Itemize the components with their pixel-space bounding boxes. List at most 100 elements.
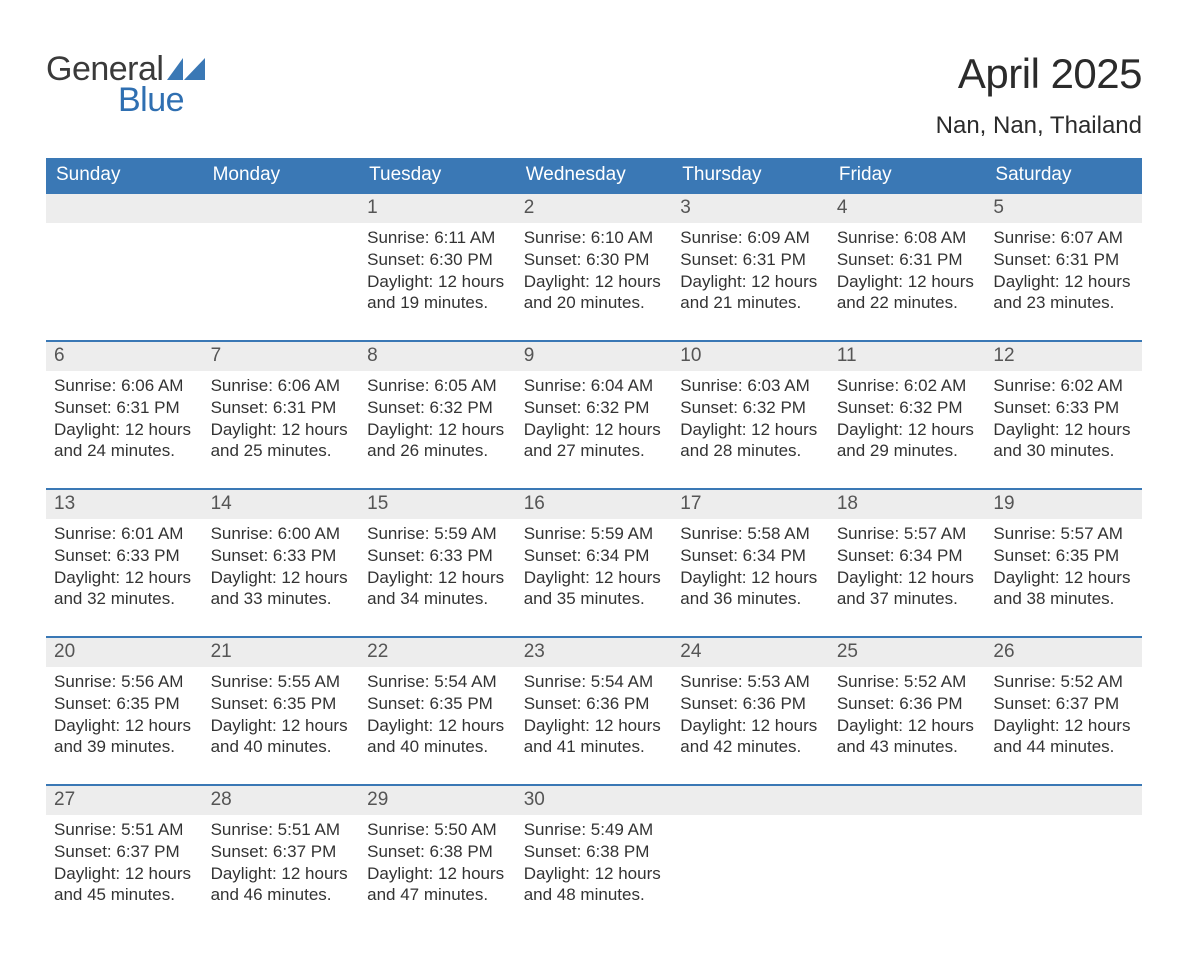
month-title: April 2025 (936, 50, 1142, 98)
daylight-text: Daylight: 12 hours (993, 567, 1134, 589)
page: General Blue April 2025 Nan, Nan, Thaila… (0, 0, 1188, 972)
weekday-header: Monday (203, 158, 360, 194)
daylight-text: Daylight: 12 hours (680, 715, 821, 737)
sunset-text: Sunset: 6:36 PM (524, 693, 665, 715)
daylight-text: and 27 minutes. (524, 440, 665, 462)
sunrise-text: Sunrise: 6:02 AM (993, 375, 1134, 397)
sunrise-text: Sunrise: 5:52 AM (993, 671, 1134, 693)
day-number: 22 (359, 638, 516, 667)
weekday-header: Sunday (46, 158, 203, 194)
sunset-text: Sunset: 6:37 PM (211, 841, 352, 863)
sunset-text: Sunset: 6:30 PM (524, 249, 665, 271)
daylight-text: and 24 minutes. (54, 440, 195, 462)
sunset-text: Sunset: 6:33 PM (993, 397, 1134, 419)
day-number: 5 (985, 194, 1142, 223)
day-number: 1 (359, 194, 516, 223)
day-number: 26 (985, 638, 1142, 667)
day-cell: Sunrise: 6:06 AMSunset: 6:31 PMDaylight:… (46, 371, 203, 488)
daylight-text: Daylight: 12 hours (837, 271, 978, 293)
daylight-text: Daylight: 12 hours (993, 271, 1134, 293)
day-number: 24 (672, 638, 829, 667)
day-number: 10 (672, 342, 829, 371)
day-number: 6 (46, 342, 203, 371)
daylight-text: and 23 minutes. (993, 292, 1134, 314)
daylight-text: and 19 minutes. (367, 292, 508, 314)
sunset-text: Sunset: 6:32 PM (680, 397, 821, 419)
daylight-text: and 37 minutes. (837, 588, 978, 610)
daynum-bar: 6789101112 (46, 342, 1142, 371)
daylight-text: Daylight: 12 hours (993, 715, 1134, 737)
day-cell: Sunrise: 5:55 AMSunset: 6:35 PMDaylight:… (203, 667, 360, 784)
day-cell: Sunrise: 6:06 AMSunset: 6:31 PMDaylight:… (203, 371, 360, 488)
weekday-header: Thursday (672, 158, 829, 194)
sunrise-text: Sunrise: 5:54 AM (524, 671, 665, 693)
day-number: 19 (985, 490, 1142, 519)
daylight-text: and 29 minutes. (837, 440, 978, 462)
weekday-header: Friday (829, 158, 986, 194)
day-number: 29 (359, 786, 516, 815)
sunrise-text: Sunrise: 5:54 AM (367, 671, 508, 693)
sunrise-text: Sunrise: 5:50 AM (367, 819, 508, 841)
sunset-text: Sunset: 6:33 PM (211, 545, 352, 567)
day-cell: Sunrise: 5:54 AMSunset: 6:35 PMDaylight:… (359, 667, 516, 784)
sunrise-text: Sunrise: 5:59 AM (367, 523, 508, 545)
day-cell: Sunrise: 6:10 AMSunset: 6:30 PMDaylight:… (516, 223, 673, 340)
title-block: April 2025 Nan, Nan, Thailand (936, 50, 1142, 140)
daylight-text: and 44 minutes. (993, 736, 1134, 758)
day-cell: Sunrise: 5:59 AMSunset: 6:34 PMDaylight:… (516, 519, 673, 636)
daylight-text: and 41 minutes. (524, 736, 665, 758)
sunset-text: Sunset: 6:35 PM (367, 693, 508, 715)
daylight-text: and 36 minutes. (680, 588, 821, 610)
daylight-text: and 47 minutes. (367, 884, 508, 906)
sunrise-text: Sunrise: 6:03 AM (680, 375, 821, 397)
daylight-text: Daylight: 12 hours (211, 715, 352, 737)
day-cell: Sunrise: 6:09 AMSunset: 6:31 PMDaylight:… (672, 223, 829, 340)
sunrise-text: Sunrise: 6:05 AM (367, 375, 508, 397)
daylight-text: and 42 minutes. (680, 736, 821, 758)
daylight-text: and 30 minutes. (993, 440, 1134, 462)
sunset-text: Sunset: 6:31 PM (54, 397, 195, 419)
daylight-text: Daylight: 12 hours (524, 271, 665, 293)
day-number (672, 786, 829, 815)
day-number: 8 (359, 342, 516, 371)
weekday-header: Saturday (985, 158, 1142, 194)
sunset-text: Sunset: 6:31 PM (837, 249, 978, 271)
day-number: 16 (516, 490, 673, 519)
sunset-text: Sunset: 6:30 PM (367, 249, 508, 271)
day-cell: Sunrise: 6:05 AMSunset: 6:32 PMDaylight:… (359, 371, 516, 488)
day-number: 20 (46, 638, 203, 667)
weekday-header: Tuesday (359, 158, 516, 194)
day-cell: Sunrise: 5:57 AMSunset: 6:34 PMDaylight:… (829, 519, 986, 636)
day-number: 28 (203, 786, 360, 815)
daylight-text: and 38 minutes. (993, 588, 1134, 610)
sunset-text: Sunset: 6:33 PM (54, 545, 195, 567)
day-cell: Sunrise: 6:02 AMSunset: 6:32 PMDaylight:… (829, 371, 986, 488)
day-cell (203, 223, 360, 340)
daylight-text: Daylight: 12 hours (524, 419, 665, 441)
daylight-text: Daylight: 12 hours (837, 419, 978, 441)
daylight-text: and 22 minutes. (837, 292, 978, 314)
day-number (985, 786, 1142, 815)
daylight-text: and 34 minutes. (367, 588, 508, 610)
daylight-text: Daylight: 12 hours (837, 715, 978, 737)
day-number: 13 (46, 490, 203, 519)
sunset-text: Sunset: 6:32 PM (524, 397, 665, 419)
day-cell (672, 815, 829, 932)
day-number: 21 (203, 638, 360, 667)
sunset-text: Sunset: 6:36 PM (680, 693, 821, 715)
sunset-text: Sunset: 6:34 PM (680, 545, 821, 567)
day-number: 2 (516, 194, 673, 223)
day-number: 7 (203, 342, 360, 371)
daylight-text: Daylight: 12 hours (680, 567, 821, 589)
week-row: 13141516171819Sunrise: 6:01 AMSunset: 6:… (46, 488, 1142, 636)
logo: General Blue (46, 50, 205, 120)
day-cell: Sunrise: 6:07 AMSunset: 6:31 PMDaylight:… (985, 223, 1142, 340)
day-cell: Sunrise: 5:52 AMSunset: 6:36 PMDaylight:… (829, 667, 986, 784)
day-number: 23 (516, 638, 673, 667)
daylight-text: Daylight: 12 hours (524, 863, 665, 885)
sunset-text: Sunset: 6:32 PM (837, 397, 978, 419)
sunrise-text: Sunrise: 5:52 AM (837, 671, 978, 693)
sunrise-text: Sunrise: 6:00 AM (211, 523, 352, 545)
day-cell: Sunrise: 5:57 AMSunset: 6:35 PMDaylight:… (985, 519, 1142, 636)
weekday-header: Wednesday (516, 158, 673, 194)
